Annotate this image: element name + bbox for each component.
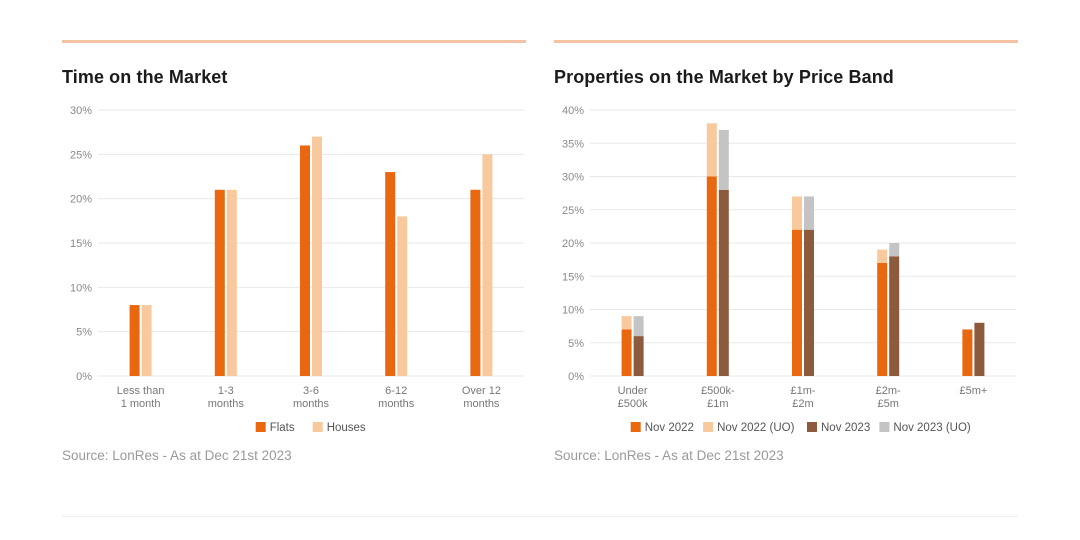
- bar-segment-nov-2023-uo: [718, 129, 729, 190]
- x-tick-label: 1 month: [121, 398, 161, 410]
- bar-segment-nov-2022-uo: [792, 196, 802, 230]
- y-tick-label: 25%: [562, 205, 584, 217]
- legend-label: Houses: [327, 422, 366, 434]
- y-tick-label: 25%: [70, 149, 92, 161]
- bar-segment-nov-2023-uo: [633, 316, 644, 337]
- panel-accent-bar: [554, 40, 1018, 43]
- legend-label: Nov 2022: [645, 422, 694, 434]
- bar-flats: [129, 305, 140, 376]
- x-tick-label: months: [378, 398, 415, 410]
- y-tick-label: 5%: [568, 338, 584, 350]
- bar-segment-nov-2022: [621, 329, 632, 376]
- y-tick-label: 10%: [562, 305, 584, 317]
- price-band-panel: Properties on the Market by Price Band 0…: [554, 40, 1018, 463]
- bar-houses: [312, 136, 322, 376]
- y-tick-label: 20%: [562, 238, 584, 250]
- legend-swatch: [807, 422, 817, 432]
- bar-flats: [385, 172, 396, 376]
- legend-swatch: [879, 422, 890, 432]
- x-tick-label: months: [208, 398, 245, 410]
- y-tick-label: 40%: [562, 106, 584, 117]
- x-tick-label: Over 12: [462, 385, 501, 397]
- x-tick-label: Under: [618, 385, 648, 397]
- bar-segment-nov-2023-uo: [889, 243, 900, 257]
- x-tick-label: £2m-: [876, 385, 901, 397]
- time-on-market-panel: Time on the Market 0% 5% 10% 15% 20% 25% 30% Le…: [62, 40, 526, 463]
- bar-segment-nov-2022-uo: [621, 316, 632, 330]
- price-band-chart: 0% 5% 10% 15% 20% 25% 30% 35% 40% Under£500k £500k…: [562, 106, 1016, 434]
- y-tick-label: 30%: [70, 106, 92, 117]
- y-tick-label: 5%: [76, 327, 92, 339]
- x-tick-label: £5m+: [959, 385, 987, 397]
- legend-label: Flats: [270, 422, 295, 434]
- legend-swatch: [703, 422, 714, 432]
- source-note: Source: LonRes - As at Dec 21st 2023: [554, 448, 784, 463]
- y-tick-label: 0%: [568, 371, 584, 383]
- x-tick-label: months: [463, 398, 500, 410]
- y-tick-label: 15%: [562, 271, 584, 283]
- legend-label: Nov 2022 (UO): [717, 422, 795, 434]
- bar-houses: [226, 189, 237, 376]
- bar-segment-nov-2022: [706, 176, 717, 376]
- bar-segment-nov-2023: [633, 336, 644, 376]
- bar-houses: [141, 305, 152, 376]
- x-tick-label: 3-6: [303, 385, 319, 397]
- x-tick-label: £2m: [792, 398, 813, 410]
- x-tick-label: months: [293, 398, 330, 410]
- bar-segment-nov-2023: [804, 229, 814, 376]
- x-tick-label: 6-12: [385, 385, 407, 397]
- bar-flats: [214, 189, 225, 376]
- bar-segment-nov-2022: [962, 329, 973, 376]
- bar-segment-nov-2023: [974, 322, 985, 376]
- bar-segment-nov-2023: [889, 256, 900, 376]
- bar-houses: [482, 154, 493, 376]
- bar-segment-nov-2023: [718, 189, 729, 376]
- bar-segment-nov-2022-uo: [706, 123, 717, 177]
- x-tick-label: £500k-: [701, 385, 735, 397]
- bar-segment-nov-2022: [792, 229, 802, 376]
- x-tick-label: £500k: [618, 398, 648, 410]
- bar-flats: [300, 145, 310, 376]
- bar-segment-nov-2022-uo: [877, 249, 888, 263]
- x-tick-label: £1m-: [790, 385, 815, 397]
- x-tick-label: £5m: [877, 398, 898, 410]
- source-note: Source: LonRes - As at Dec 21st 2023: [62, 448, 292, 463]
- y-tick-label: 0%: [76, 371, 92, 383]
- legend-label: Nov 2023: [821, 422, 870, 434]
- y-tick-label: 35%: [562, 138, 584, 150]
- legend-label: Nov 2023 (UO): [893, 422, 971, 434]
- x-tick-label: 1-3: [218, 385, 234, 397]
- y-tick-label: 20%: [70, 194, 92, 206]
- panel-title: Properties on the Market by Price Band: [554, 67, 894, 87]
- legend-swatch: [255, 422, 266, 432]
- x-tick-label: Less than: [117, 385, 165, 397]
- panel-title: Time on the Market: [62, 67, 228, 87]
- bar-segment-nov-2022: [877, 262, 888, 376]
- y-tick-label: 10%: [70, 282, 92, 294]
- x-tick-label: £1m: [707, 398, 728, 410]
- y-tick-label: 30%: [562, 172, 584, 184]
- bar-flats: [470, 189, 481, 376]
- legend-swatch: [630, 422, 641, 432]
- bar-segment-nov-2023-uo: [804, 196, 814, 230]
- legend-swatch: [312, 422, 323, 432]
- bar-houses: [397, 216, 408, 376]
- panel-accent-bar: [62, 40, 526, 43]
- y-tick-label: 15%: [70, 238, 92, 250]
- bottom-divider: [62, 516, 1018, 517]
